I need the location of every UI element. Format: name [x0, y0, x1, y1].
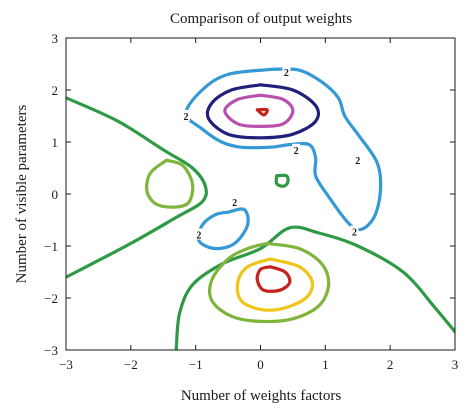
chart-title: Comparison of output weights	[170, 11, 352, 27]
contour-level-label-4: 2	[232, 198, 237, 209]
y-tick-label: −1	[44, 239, 58, 254]
y-tick-label: 1	[52, 135, 59, 150]
contour-line-10	[208, 241, 331, 324]
y-tick-label: 2	[52, 83, 59, 98]
contour-level-label-2: 2	[183, 112, 188, 123]
level-label-bg	[230, 195, 239, 207]
contour-line-7	[205, 83, 321, 140]
level-label-bg	[194, 228, 203, 240]
x-axis-label: Number of weights factors	[181, 388, 342, 404]
x-tick-label: 1	[322, 357, 329, 372]
y-tick-label: −3	[44, 343, 58, 358]
contour-level-labels: 2 2 2 2 2 2 2	[181, 65, 362, 242]
x-tick-label: 3	[452, 357, 459, 372]
y-tick-label: 0	[52, 187, 59, 202]
contour-level-label-3: 2	[294, 146, 299, 157]
x-tick-label: −1	[189, 357, 203, 372]
contour-line-4	[274, 173, 290, 188]
level-label-bg	[292, 143, 301, 155]
contour-line-8	[223, 93, 295, 128]
contour-lines	[66, 67, 455, 350]
contour-line-5	[184, 67, 383, 232]
contour-line-2	[174, 225, 455, 350]
contour-line-9	[255, 107, 269, 117]
contour-line-6	[196, 207, 250, 251]
contour-line-12	[255, 265, 292, 293]
contour-line-1	[66, 96, 208, 279]
contour-level-label-6: 2	[355, 156, 360, 167]
contour-line-3	[145, 158, 195, 209]
x-tick-label: −2	[124, 357, 138, 372]
contour-line-11	[235, 257, 315, 312]
y-axis-label: Number of visible parameters	[14, 105, 30, 284]
level-label-bg	[350, 225, 359, 237]
x-tick-label: 2	[387, 357, 394, 372]
contour-level-label-1: 2	[284, 68, 289, 79]
contour-level-label-7: 2	[352, 227, 357, 238]
contour-level-label-5: 2	[196, 231, 201, 242]
y-tick-label: −2	[44, 291, 58, 306]
y-tick-label: 3	[52, 31, 59, 46]
axis-ticks: −3 −2 −1 0 1 2 3 −3 −2 −1 0 1 2 3	[44, 31, 458, 372]
level-label-bg	[353, 154, 362, 166]
level-label-bg	[282, 65, 291, 77]
level-label-bg	[181, 110, 190, 121]
x-tick-label: 0	[257, 357, 264, 372]
x-tick-label: −3	[59, 357, 73, 372]
